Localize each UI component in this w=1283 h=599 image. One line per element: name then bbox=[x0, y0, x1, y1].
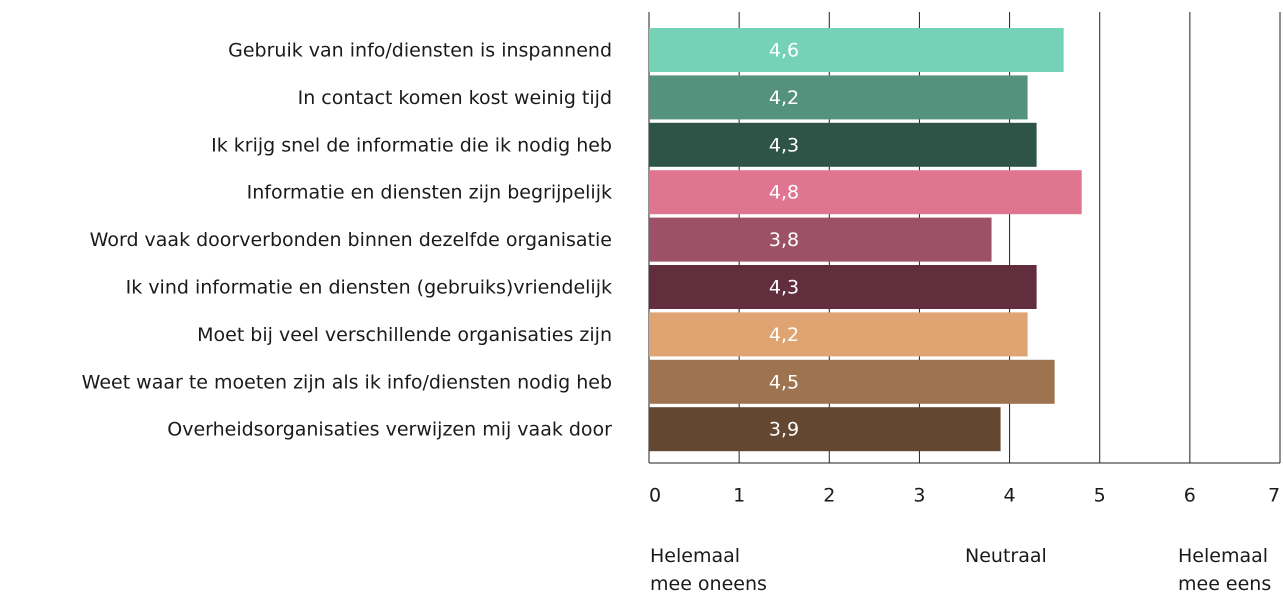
y-tick-label: Word vaak doorverbonden binnen dezelfde … bbox=[90, 229, 612, 251]
annotation: Helemaal mee eens bbox=[1178, 545, 1272, 595]
data-label: 4,8 bbox=[769, 182, 799, 204]
bar bbox=[649, 28, 1064, 72]
data-label: 3,8 bbox=[769, 229, 799, 251]
bar bbox=[649, 312, 1028, 357]
x-tick-label: 0 bbox=[649, 485, 661, 507]
y-tick-label: Moet bij veel verschillende organisaties… bbox=[197, 324, 612, 346]
bar bbox=[649, 170, 1082, 215]
y-tick-label: Ik krijg snel de informatie die ik nodig… bbox=[211, 134, 612, 156]
bar bbox=[649, 217, 992, 262]
data-label: 4,6 bbox=[769, 40, 799, 62]
data-label: 4,2 bbox=[769, 324, 799, 346]
bar bbox=[649, 265, 1037, 309]
x-tick-label: 6 bbox=[1184, 485, 1196, 507]
x-tick-label: 4 bbox=[1004, 485, 1016, 507]
y-tick-label: In contact komen kost weinig tijd bbox=[298, 87, 612, 109]
data-label: 4,5 bbox=[769, 371, 799, 393]
y-tick-label: Weet waar te moeten zijn als ik info/die… bbox=[82, 371, 612, 393]
y-tick-label: Overheidsorganisaties verwijzen mij vaak… bbox=[167, 419, 612, 441]
data-label: 4,3 bbox=[769, 277, 799, 299]
data-label: 3,9 bbox=[769, 419, 799, 441]
x-tick-label: 5 bbox=[1094, 485, 1106, 507]
annotation: Helemaal mee oneens bbox=[650, 545, 767, 595]
bar bbox=[649, 359, 1055, 404]
bar bbox=[649, 122, 1037, 167]
y-tick-label: Informatie en diensten zijn begrijpelijk bbox=[247, 182, 612, 204]
x-tick-label: 3 bbox=[913, 485, 925, 507]
y-tick-label: Gebruik van info/diensten is inspannend bbox=[228, 40, 612, 62]
data-label: 4,3 bbox=[769, 134, 799, 156]
bar bbox=[649, 75, 1028, 120]
annotation: Neutraal bbox=[965, 545, 1047, 567]
bar bbox=[649, 407, 1001, 452]
y-tick-label: Ik vind informatie en diensten (gebruiks… bbox=[126, 277, 612, 299]
data-label: 4,2 bbox=[769, 87, 799, 109]
x-tick-label: 7 bbox=[1268, 485, 1280, 507]
x-tick-label: 2 bbox=[823, 485, 835, 507]
x-tick-label: 1 bbox=[733, 485, 745, 507]
